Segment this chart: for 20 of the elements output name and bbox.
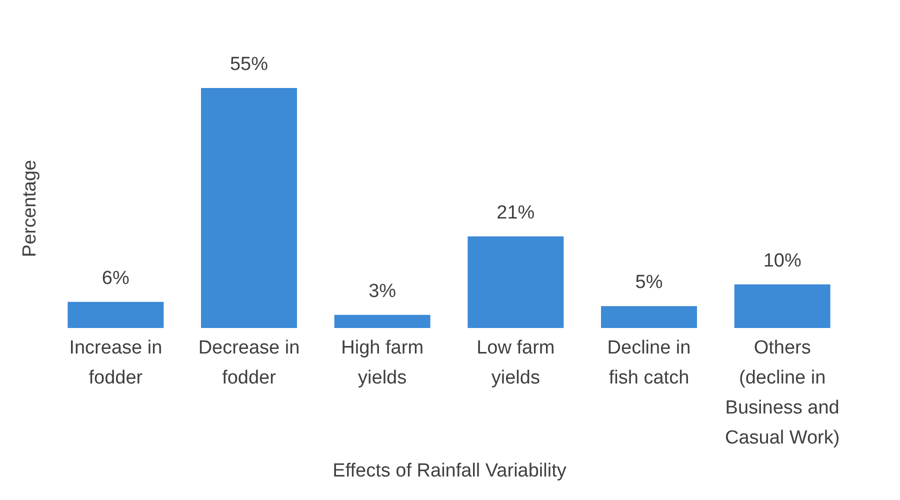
bar xyxy=(68,302,164,328)
bar xyxy=(601,306,697,328)
bar xyxy=(734,284,830,328)
data-label: 10% xyxy=(763,250,802,272)
x-tick-label: High farm yields xyxy=(341,338,424,388)
x-tick-label: Decrease in fodder xyxy=(198,338,300,388)
data-label: 55% xyxy=(230,54,268,75)
x-tick-label: Increase in fodder xyxy=(69,338,162,388)
bar xyxy=(334,314,430,328)
data-label: 6% xyxy=(102,268,130,289)
x-axis-title: Effects of Rainfall Variability xyxy=(332,460,567,482)
data-label: 3% xyxy=(368,280,396,302)
data-label: 5% xyxy=(635,272,663,294)
bar xyxy=(468,236,564,328)
x-tick-label: Low farm yields xyxy=(476,338,555,388)
data-label: 21% xyxy=(496,202,535,224)
x-tick-label: Decline in fish catch xyxy=(607,338,691,388)
y-axis-title: Percentage xyxy=(20,160,40,258)
x-tick-label: Others (decline in Business and Casual Work) xyxy=(724,338,840,448)
bar xyxy=(201,88,297,328)
